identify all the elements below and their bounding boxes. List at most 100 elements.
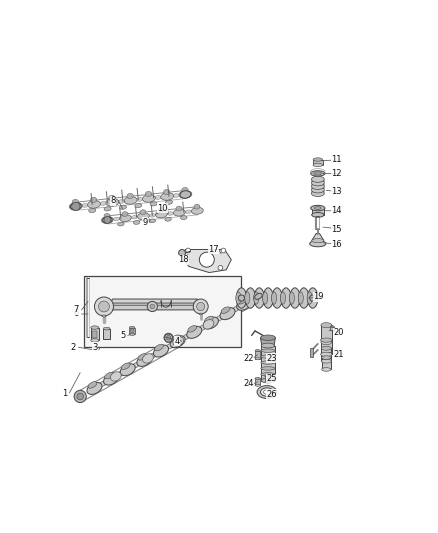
Ellipse shape <box>255 350 261 352</box>
Ellipse shape <box>288 294 293 302</box>
Circle shape <box>186 248 191 253</box>
Ellipse shape <box>290 292 294 304</box>
Ellipse shape <box>118 199 125 203</box>
Ellipse shape <box>166 344 173 349</box>
Ellipse shape <box>137 354 152 366</box>
Ellipse shape <box>245 292 250 304</box>
Bar <box>321 325 332 342</box>
Ellipse shape <box>199 325 206 330</box>
Polygon shape <box>312 233 324 241</box>
Ellipse shape <box>311 171 325 176</box>
Ellipse shape <box>173 209 185 216</box>
Ellipse shape <box>82 204 88 207</box>
Ellipse shape <box>130 333 135 336</box>
Ellipse shape <box>109 195 115 200</box>
Ellipse shape <box>103 373 119 385</box>
Circle shape <box>218 265 223 270</box>
Text: 17: 17 <box>208 245 219 254</box>
Ellipse shape <box>255 358 261 360</box>
Ellipse shape <box>310 241 326 247</box>
Ellipse shape <box>135 204 142 208</box>
Bar <box>130 328 135 334</box>
Ellipse shape <box>238 297 247 304</box>
Ellipse shape <box>255 384 261 386</box>
Ellipse shape <box>313 158 322 161</box>
Bar <box>261 345 275 381</box>
Ellipse shape <box>236 292 241 304</box>
Ellipse shape <box>194 204 200 209</box>
Circle shape <box>130 329 134 333</box>
Ellipse shape <box>88 382 97 388</box>
Circle shape <box>193 299 208 314</box>
Ellipse shape <box>120 205 127 209</box>
Text: 15: 15 <box>331 224 342 233</box>
Ellipse shape <box>321 359 332 363</box>
Ellipse shape <box>264 390 270 394</box>
Ellipse shape <box>312 213 324 217</box>
Bar <box>321 358 331 369</box>
Bar <box>92 331 97 338</box>
Bar <box>310 348 314 358</box>
Ellipse shape <box>272 292 276 304</box>
Ellipse shape <box>179 191 192 198</box>
Ellipse shape <box>255 377 261 379</box>
Ellipse shape <box>188 326 197 332</box>
Ellipse shape <box>321 322 332 328</box>
Ellipse shape <box>261 361 275 364</box>
Text: 25: 25 <box>267 374 277 383</box>
Ellipse shape <box>102 217 112 223</box>
Ellipse shape <box>140 210 146 215</box>
Ellipse shape <box>183 334 189 340</box>
Ellipse shape <box>306 294 310 302</box>
Ellipse shape <box>237 288 247 308</box>
Ellipse shape <box>297 294 301 302</box>
Ellipse shape <box>321 368 331 372</box>
Ellipse shape <box>145 191 152 197</box>
Ellipse shape <box>262 292 268 304</box>
Text: 6: 6 <box>74 310 79 319</box>
Ellipse shape <box>137 198 143 201</box>
Ellipse shape <box>118 222 124 226</box>
Ellipse shape <box>171 335 180 342</box>
Ellipse shape <box>102 216 113 223</box>
Ellipse shape <box>310 295 316 301</box>
Text: 19: 19 <box>314 293 324 302</box>
Circle shape <box>197 302 205 311</box>
Ellipse shape <box>161 193 173 200</box>
Ellipse shape <box>299 288 309 308</box>
Ellipse shape <box>110 372 121 381</box>
Ellipse shape <box>187 326 202 338</box>
Bar <box>103 328 110 339</box>
Bar <box>255 378 261 385</box>
Polygon shape <box>261 338 276 345</box>
Bar <box>321 348 332 361</box>
Bar <box>321 340 332 354</box>
Ellipse shape <box>321 340 332 345</box>
Ellipse shape <box>261 349 275 352</box>
Ellipse shape <box>254 293 262 300</box>
Text: 16: 16 <box>331 240 342 249</box>
Text: 1: 1 <box>62 389 67 398</box>
Ellipse shape <box>173 337 184 346</box>
Ellipse shape <box>127 193 133 199</box>
Ellipse shape <box>133 362 139 368</box>
Bar <box>330 327 335 330</box>
Ellipse shape <box>307 292 312 304</box>
Ellipse shape <box>290 288 300 308</box>
Text: 4: 4 <box>174 337 180 345</box>
Ellipse shape <box>99 381 106 386</box>
Ellipse shape <box>261 378 275 383</box>
Ellipse shape <box>263 288 273 308</box>
Text: 7: 7 <box>74 305 79 314</box>
Ellipse shape <box>87 383 102 394</box>
Ellipse shape <box>216 316 223 321</box>
Ellipse shape <box>170 336 185 348</box>
Circle shape <box>221 248 226 253</box>
Ellipse shape <box>163 189 170 195</box>
Circle shape <box>99 301 110 312</box>
Ellipse shape <box>261 388 273 397</box>
Ellipse shape <box>150 202 157 206</box>
Text: 11: 11 <box>331 155 342 164</box>
Text: 3: 3 <box>92 343 98 352</box>
Ellipse shape <box>91 326 99 329</box>
